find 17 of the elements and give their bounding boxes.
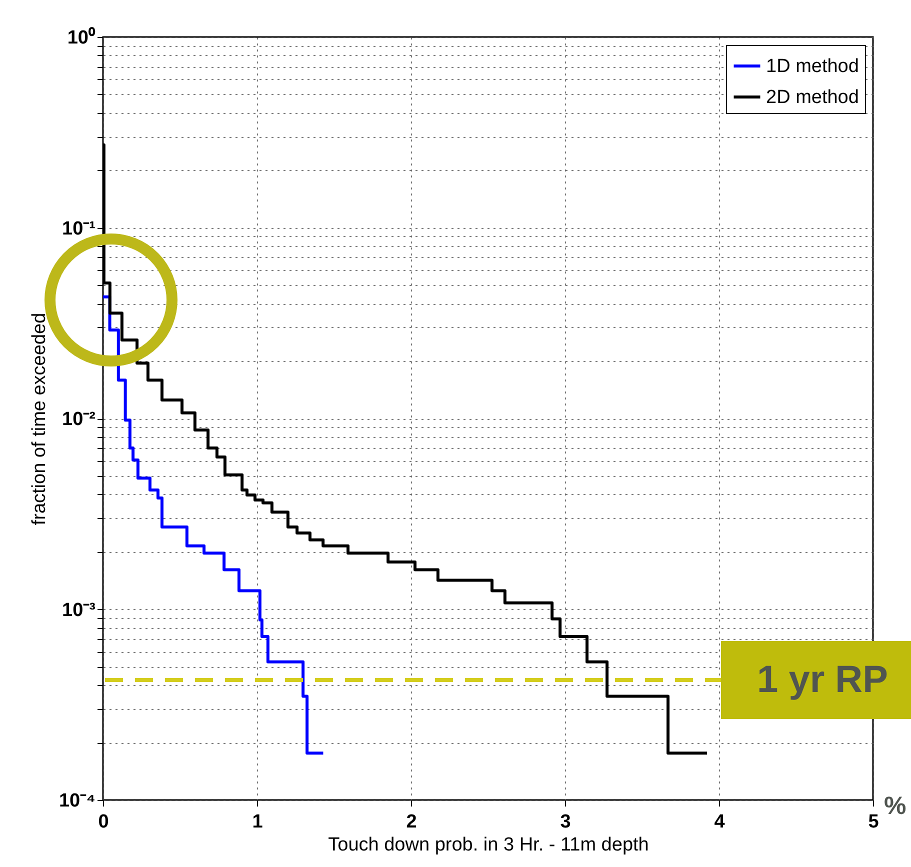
y-tick-label: 10⁰ <box>67 26 96 48</box>
x-axis-title: Touch down prob. in 3 Hr. - 11m depth <box>328 834 649 856</box>
legend-label: 2D method <box>766 87 859 108</box>
text: % <box>884 792 906 821</box>
x-tick-label: 1 <box>252 812 264 832</box>
x-tick-label: 4 <box>714 812 726 832</box>
x-tick-label: 5 <box>868 812 880 832</box>
y-tick-label: 10⁻¹ <box>62 218 96 240</box>
ref-line-label: 1 yr RP <box>721 640 911 719</box>
x-tick-label: 0 <box>98 812 109 832</box>
y-tick-label: 10⁻⁴ <box>58 790 96 812</box>
y-tick-label: 10⁻³ <box>62 600 96 621</box>
x-tick-label: 2 <box>406 812 417 832</box>
y-tick-label: 10⁻² <box>62 409 96 430</box>
legend-label: 1D method <box>766 56 859 77</box>
y-axis-title: fraction of time exceeded <box>28 312 50 526</box>
x-tick-label: 3 <box>560 812 571 832</box>
